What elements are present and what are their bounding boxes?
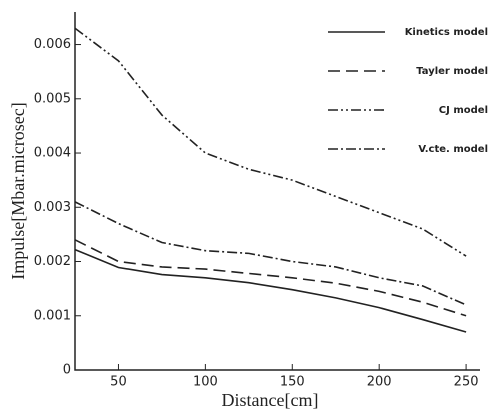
series-line [74,201,467,306]
y-tick-label: 0.003 [34,200,71,215]
y-tick-label: 0.005 [34,91,71,106]
x-tick-label: 250 [454,375,479,390]
y-tick-label: 0.002 [34,254,71,269]
series-line [74,27,467,257]
y-tick-label: 0.004 [34,146,71,161]
y-axis-label: Impulse[Mbar.microsec] [8,102,28,279]
legend-label: Tayler model [416,66,488,77]
y-tick-label: 0.006 [34,37,71,52]
series-line [74,248,467,333]
x-axis-label: Distance[cm] [222,390,319,410]
x-tick-label: 150 [280,375,305,390]
x-tick-label: 100 [193,375,218,390]
legend-label: CJ model [439,105,488,116]
y-tick-label: 0 [63,363,71,378]
x-tick-label: 50 [110,375,127,390]
legend-label: Kinetics model [405,27,488,38]
x-tick-label: 200 [367,375,392,390]
legend-label: V.cte. model [418,144,488,155]
y-tick-label: 0.001 [34,308,71,323]
series-line [74,239,467,317]
